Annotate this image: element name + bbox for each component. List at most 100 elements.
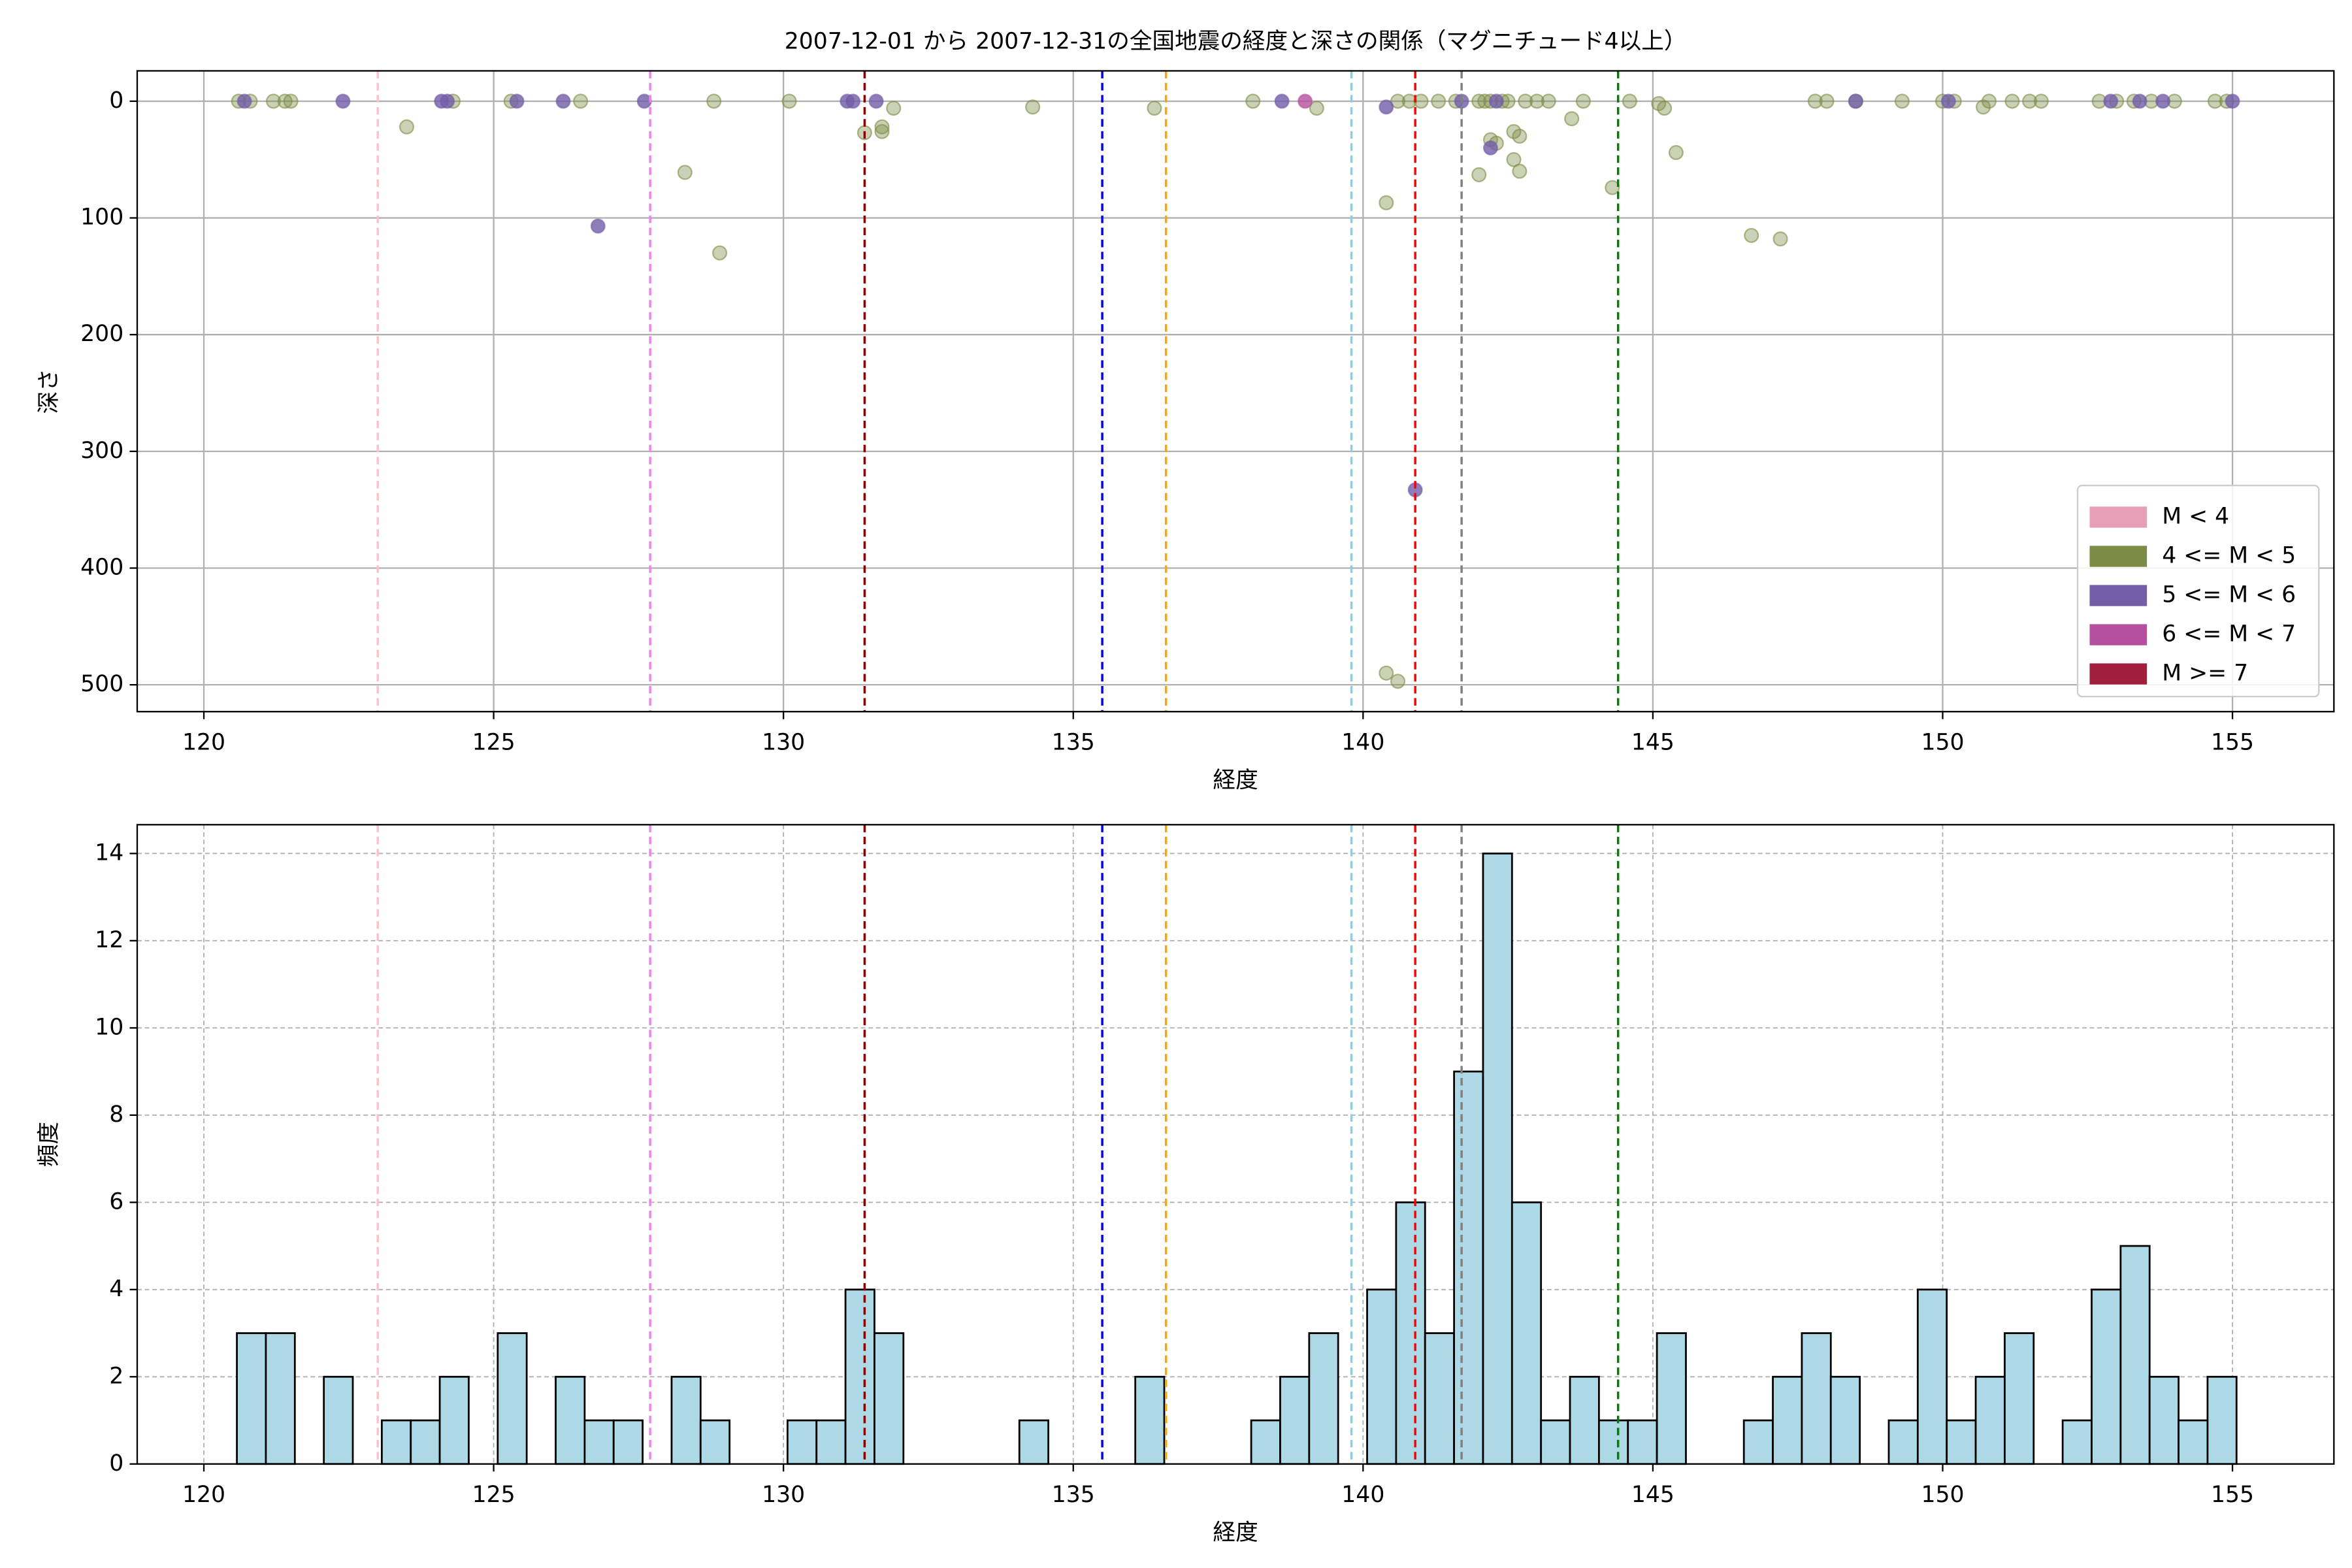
bar [1742, 1419, 1774, 1465]
point [590, 218, 606, 234]
point [712, 245, 728, 261]
point [1390, 674, 1406, 689]
point [1981, 93, 1997, 109]
point [2225, 93, 2240, 109]
y-axis-label: 頻度 [36, 1122, 62, 1167]
bar [1569, 1375, 1600, 1465]
point [1379, 195, 1394, 210]
point [1431, 93, 1446, 109]
point [706, 93, 722, 109]
y-tick-label: 0 [109, 1450, 123, 1477]
point [1807, 93, 1823, 109]
point [1147, 101, 1162, 116]
bar [1829, 1375, 1861, 1465]
bar [1772, 1375, 1803, 1465]
point [1379, 665, 1394, 681]
legend-swatch [2089, 624, 2148, 645]
point [1512, 163, 1527, 179]
bar [438, 1375, 470, 1465]
point [1529, 93, 1545, 109]
y-tick-label: 400 [80, 554, 123, 580]
y-tick-label: 8 [109, 1102, 123, 1128]
bar [2004, 1332, 2035, 1465]
legend-label: 6 <= M < 7 [2162, 621, 2296, 647]
legend-swatch [2089, 506, 2148, 528]
point [1894, 93, 1910, 109]
y-tick-label: 12 [95, 927, 123, 953]
bar [844, 1288, 875, 1465]
bar [2206, 1375, 2238, 1465]
bar [2061, 1419, 2093, 1465]
x-tick-label: 120 [182, 730, 225, 756]
bar [1134, 1375, 1166, 1465]
point [874, 119, 890, 135]
point [1471, 167, 1487, 182]
bar [236, 1332, 267, 1465]
bar [2178, 1419, 2209, 1465]
bar [2119, 1245, 2151, 1465]
y-tick-label: 500 [80, 671, 123, 697]
point [1564, 111, 1580, 127]
y-tick-label: 14 [95, 840, 123, 866]
bar [1482, 852, 1513, 1465]
bar [1308, 1332, 1339, 1465]
point [1819, 93, 1835, 109]
point [886, 101, 902, 116]
point [283, 93, 299, 109]
x-tick-label: 155 [2211, 1482, 2254, 1508]
point [845, 93, 861, 109]
x-tick-label: 140 [1341, 1482, 1384, 1508]
point [1309, 101, 1324, 116]
point [1976, 99, 1991, 115]
legend-swatch [2089, 585, 2148, 606]
point [1772, 231, 1788, 247]
x-tick-label: 145 [1631, 730, 1674, 756]
x-tick-label: 135 [1052, 730, 1095, 756]
point [2155, 93, 2171, 109]
point [677, 165, 693, 180]
point [237, 93, 252, 109]
x-tick-label: 140 [1341, 730, 1384, 756]
x-tick-label: 145 [1631, 1482, 1674, 1508]
bar [815, 1419, 847, 1465]
point [1605, 180, 1620, 195]
point [1512, 128, 1527, 144]
legend-label: M < 4 [2162, 504, 2229, 530]
point [1940, 93, 1956, 109]
bar [1424, 1332, 1455, 1465]
bar [1801, 1332, 1832, 1465]
y-tick-label: 0 [109, 88, 123, 114]
x-tick-label: 150 [1921, 730, 1964, 756]
bar [497, 1332, 528, 1465]
point [1471, 93, 1487, 109]
y-axis-label: 深さ [36, 368, 62, 414]
point [555, 93, 571, 109]
point [1657, 101, 1673, 116]
legend-swatch [2089, 546, 2148, 567]
bar [1887, 1419, 1919, 1465]
bar [1250, 1419, 1281, 1465]
legend-label: 4 <= M < 5 [2162, 543, 2296, 569]
chart-title: 2007-12-01 から 2007-12-31の全国地震の経度と深さの関係（マ… [785, 29, 1687, 55]
point [1848, 93, 1863, 109]
y-tick-label: 6 [109, 1188, 123, 1215]
legend-label: M >= 7 [2162, 661, 2248, 687]
bar [1656, 1332, 1687, 1465]
point [2022, 93, 2038, 109]
point [2004, 93, 2020, 109]
point [2132, 93, 2148, 109]
bar [1627, 1419, 1658, 1465]
x-tick-label: 125 [472, 730, 515, 756]
point [335, 93, 351, 109]
bar [1453, 1070, 1484, 1465]
point [1575, 93, 1591, 109]
bar [265, 1332, 296, 1465]
x-axis-label: 経度 [1213, 1520, 1258, 1546]
y-tick-label: 10 [95, 1014, 123, 1040]
point [1274, 93, 1290, 109]
x-tick-label: 130 [762, 1482, 805, 1508]
point [1482, 140, 1499, 155]
bar [874, 1332, 905, 1465]
